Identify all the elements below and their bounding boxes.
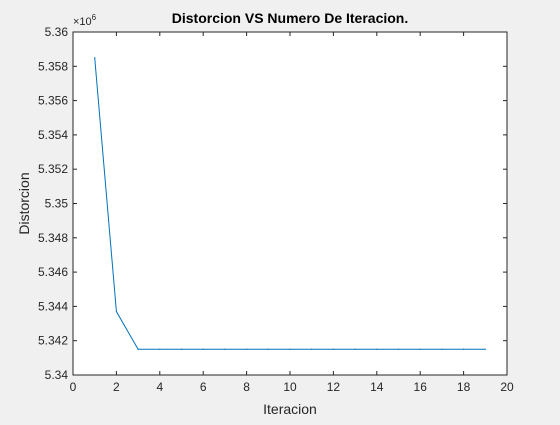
axes-box [72,31,508,376]
data-point [463,348,465,350]
y-tick-label: 5.354 [38,128,68,142]
x-tick-label: 8 [243,380,250,394]
data-point [246,348,248,350]
data-point [202,348,204,350]
x-tick-label: 10 [283,380,297,394]
x-tick-label: 16 [414,380,428,394]
data-point [137,348,139,350]
x-tick-label: 18 [457,380,471,394]
x-tick-label: 4 [156,380,163,394]
data-point [289,348,291,350]
y-tick-label: 5.342 [38,334,68,348]
y-axis-label: Distorcion [16,172,32,234]
x-tick-label: 12 [327,380,341,394]
y-tick-label: 5.356 [38,94,68,108]
data-point [332,348,334,350]
x-tick-label: 2 [113,380,120,394]
x-tick-label: 6 [200,380,207,394]
data-point [311,348,313,350]
data-point [180,348,183,350]
y-exponent-power: 6 [92,13,97,22]
y-tick-label: 5.34 [45,368,69,382]
y-tick-label: 5.352 [38,162,68,176]
y-tick-label: 5.344 [38,299,68,313]
y-tick-label: 5.36 [45,25,69,39]
data-point [484,348,486,350]
x-axis-label: Iteracion [263,401,317,417]
data-point [397,348,400,350]
data-point [94,57,96,59]
data-point [267,348,269,350]
y-exponent-label: ×106 [73,13,97,28]
data-point [419,348,421,350]
y-tick-label: 5.348 [38,231,68,245]
y-tick-label: 5.35 [45,197,69,211]
y-tick-label: 5.358 [38,59,68,73]
data-point [376,348,378,350]
x-tick-label: 20 [500,380,514,394]
data-point [115,310,117,313]
x-tick-label: 14 [370,380,384,394]
data-point [441,348,443,350]
data-point [354,348,356,350]
data-point [224,348,226,350]
y-tick-label: 5.346 [38,265,68,279]
x-tick-label: 0 [70,380,77,394]
chart-title: Distorcion VS Numero De Iteracion. [172,10,409,26]
plot-area [73,32,507,375]
data-point [159,348,161,350]
